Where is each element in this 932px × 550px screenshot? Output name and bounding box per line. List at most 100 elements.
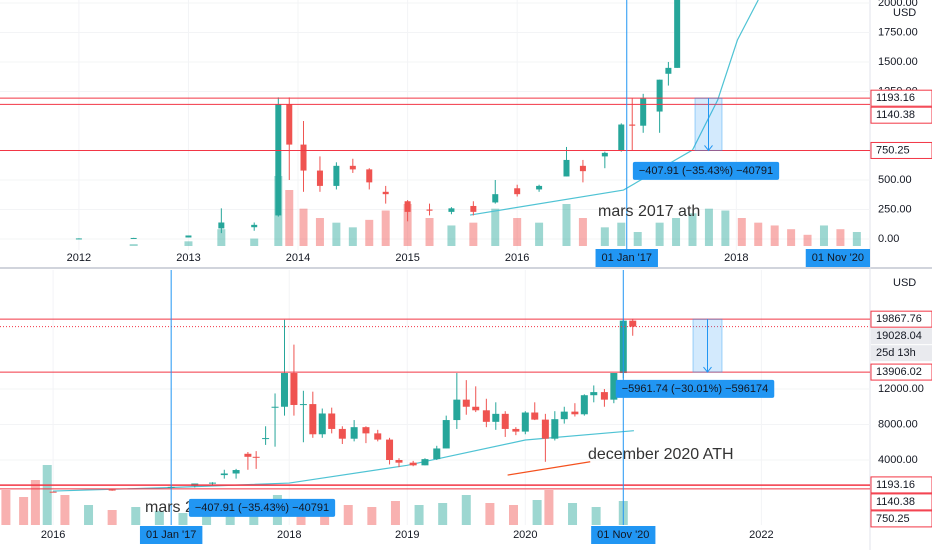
candle-body (386, 439, 394, 460)
x-tick-label: 2019 (395, 529, 419, 541)
candle-body (433, 448, 441, 460)
y-tick-label: 0.00 (878, 233, 899, 245)
candle-body (300, 144, 307, 171)
volume-bar (365, 219, 374, 246)
candle-body (280, 373, 288, 407)
volume-bar (819, 225, 828, 246)
y-tick-label: 250.00 (878, 203, 912, 215)
candle-body (629, 320, 637, 327)
candle-body (563, 159, 570, 177)
price-label-box (870, 310, 932, 328)
candle-body (244, 453, 252, 457)
volume-bar (852, 232, 861, 246)
x-tick-label: 2018 (277, 529, 301, 541)
candle-body (49, 491, 57, 493)
candle-body (514, 188, 521, 195)
volume-bar (217, 229, 226, 246)
volume-bar (178, 513, 188, 525)
volume-bar (438, 503, 448, 525)
price-label: 750.25 (876, 513, 910, 525)
marker-label-box (595, 249, 658, 267)
candle-body (551, 419, 559, 439)
volume-bar (403, 204, 412, 246)
candle-body (185, 235, 192, 238)
volume-bar (285, 190, 294, 246)
x-tick-label: 2016 (41, 529, 65, 541)
measure-arrow (704, 98, 713, 152)
measure-label: −5961.74 (−30.01%) −596174 (622, 383, 769, 395)
y-tick-label: 1750.00 (878, 26, 918, 38)
candle-body (350, 427, 358, 439)
moving-average (469, 0, 759, 216)
candle-body (492, 413, 500, 422)
price-label: 1193.16 (876, 92, 915, 104)
candle-body (309, 404, 317, 435)
annotation-box (188, 498, 336, 517)
volume-bar (461, 495, 471, 525)
candle-body (448, 208, 455, 212)
candle-body (349, 165, 356, 170)
volume-bar (107, 510, 117, 525)
y-tick-label: 4000.00 (878, 454, 918, 466)
candle-body (442, 420, 450, 449)
candle-body (262, 438, 270, 440)
x-tick-label: 2020 (513, 529, 537, 541)
volume-bar (1, 490, 11, 525)
candle-body (470, 205, 477, 212)
volume-bar (367, 507, 377, 525)
price-label: 1140.38 (876, 109, 915, 121)
price-label-box (870, 476, 932, 494)
annotation-label: −407.91 (−35.43%) −40791 (195, 502, 329, 514)
candle-body (271, 406, 279, 408)
currency-label: USD (893, 277, 916, 289)
candle-body (629, 124, 636, 126)
candle-body (409, 462, 417, 466)
moving-average (507, 461, 591, 476)
marker-label-box (591, 526, 656, 544)
candle-body (571, 411, 579, 415)
pane (0, 270, 870, 525)
candle-body (590, 392, 598, 396)
volume-bar (131, 507, 141, 525)
candle-body (366, 169, 373, 183)
candle-body (656, 79, 663, 112)
volume-bar (425, 218, 434, 246)
candle-body (220, 473, 228, 476)
candle-body (501, 413, 509, 429)
candle-body (251, 224, 258, 228)
price-label-box (870, 510, 932, 528)
volume-bar (655, 222, 664, 246)
volume-bar (562, 204, 571, 246)
pane (0, 0, 870, 250)
candle-body (382, 191, 389, 195)
price-label: 1193.16 (876, 479, 915, 491)
measure-label-box (615, 379, 775, 398)
volume-bar (343, 505, 353, 525)
candle-body (275, 104, 282, 216)
price-label-box (871, 345, 932, 362)
candle-body (600, 392, 608, 400)
volume-bar (184, 241, 193, 246)
candle-body (286, 104, 293, 145)
volume-bar (836, 229, 845, 246)
volume-bar (721, 210, 730, 246)
candle-body (536, 185, 543, 190)
volume-bar (390, 501, 400, 525)
candle-body (472, 406, 480, 411)
volume-bar (348, 227, 357, 246)
candle-body (318, 413, 326, 435)
candle-body (579, 165, 586, 172)
price-label-box (870, 89, 932, 107)
candle-body (316, 170, 323, 186)
volume-bar (469, 222, 478, 246)
annotation: december 2020 ATH (588, 446, 734, 463)
x-tick-label: 2022 (749, 529, 773, 541)
volume-bar (299, 208, 308, 246)
volume-bar (202, 511, 212, 525)
volume-bar (591, 507, 601, 525)
candle-body (531, 412, 539, 420)
currency-label: USD (893, 7, 916, 19)
y-tick-label: 1500.00 (878, 56, 918, 68)
candle-body (674, 0, 681, 68)
